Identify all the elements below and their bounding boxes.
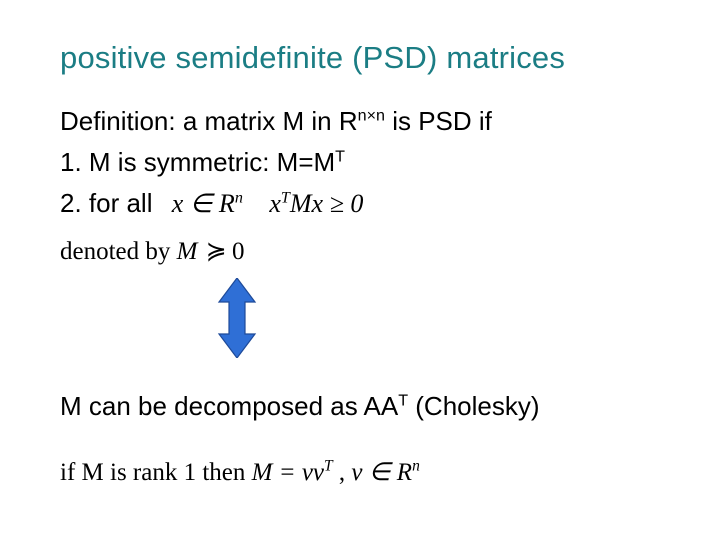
math-rest: Mx ≥ 0 xyxy=(290,189,363,218)
math-T-sup: T xyxy=(281,190,290,207)
biarrow-icon xyxy=(215,278,259,358)
denoted-M: M xyxy=(177,238,198,265)
succeq-icon: ≽ xyxy=(206,235,224,269)
math-x: x xyxy=(269,189,281,218)
slide: positive semidefinite (PSD) matrices Def… xyxy=(0,0,720,540)
denoted-text: denoted by xyxy=(60,238,177,265)
sym-text: 1. M is symmetric: M=M xyxy=(60,147,335,177)
math-xtMx: xTMx ≥ 0 xyxy=(269,189,363,218)
rank1-n: n xyxy=(412,458,420,475)
denoted-zero: 0 xyxy=(232,238,245,265)
title-text: positive semidefinite (PSD) matrices xyxy=(60,40,565,75)
succeq-glyph: ≽ xyxy=(206,238,227,265)
chol-supT: T xyxy=(398,391,408,409)
chol-a: M can be decomposed as AA xyxy=(60,391,398,421)
rank1-sep: , xyxy=(333,459,352,486)
rank1-prefix: if M is rank 1 then xyxy=(60,459,252,486)
slide-title: positive semidefinite (PSD) matrices xyxy=(60,40,670,76)
definition-line-1: Definition: a matrix M in Rn×n is PSD if xyxy=(60,104,670,139)
biarrow-shape xyxy=(219,278,255,358)
rank1-vR: v ∈ R xyxy=(351,459,412,486)
math-x-in-Rn: x ∈ Rn xyxy=(172,189,250,218)
rank1-eq: M = vv xyxy=(252,459,324,486)
chol-b: (Cholesky) xyxy=(408,391,539,421)
sym-sup-T: T xyxy=(335,147,345,165)
cholesky-line: M can be decomposed as AAT (Cholesky) xyxy=(60,389,670,424)
rank1-supT: T xyxy=(324,458,333,475)
math-n-sup: n xyxy=(235,190,243,207)
def-text-b: is PSD if xyxy=(385,106,492,136)
definition-line-2: 1. M is symmetric: M=MT xyxy=(60,145,670,180)
def-sup-nxn: n×n xyxy=(358,106,385,124)
definition-line-3: 2. for all x ∈ Rn xTMx ≥ 0 xyxy=(60,186,670,221)
rank1-line: if M is rank 1 then M = vvT , v ∈ Rn xyxy=(60,456,670,490)
forall-text: 2. for all xyxy=(60,188,153,218)
denoted-by-line: denoted by M ≽ 0 xyxy=(60,235,670,269)
math-xinR: x ∈ R xyxy=(172,189,235,218)
def-text-a: Definition: a matrix M in R xyxy=(60,106,358,136)
